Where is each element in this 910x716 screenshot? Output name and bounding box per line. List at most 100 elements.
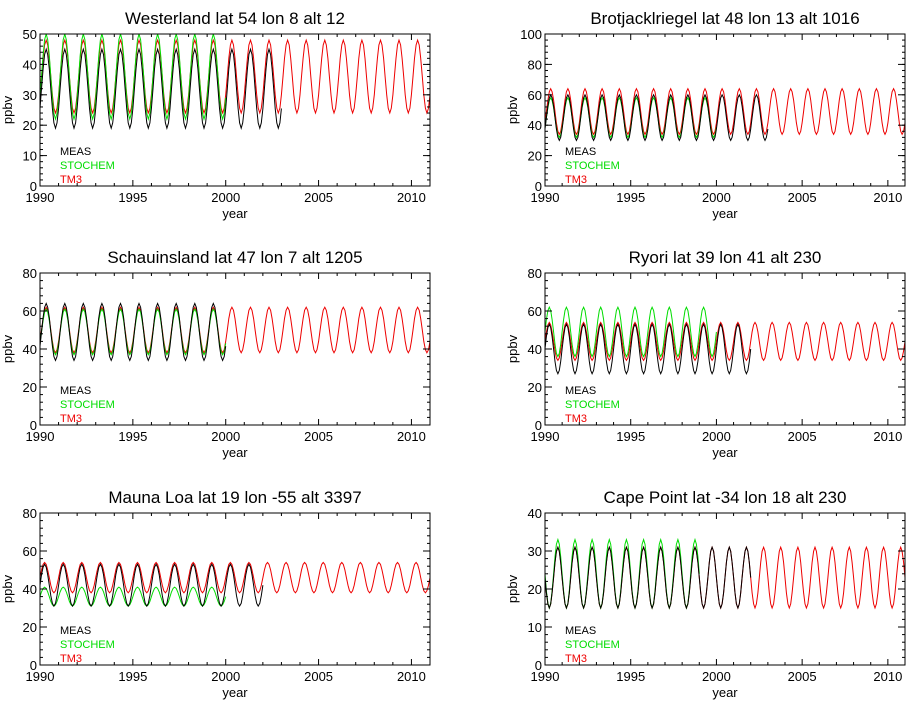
- x-axis-label: year: [222, 206, 248, 221]
- legend-label-stochem: STOCHEM: [565, 639, 620, 651]
- legend-label-stochem: STOCHEM: [565, 399, 620, 411]
- y-tick-label: 80: [528, 266, 542, 281]
- legend-label-stochem: STOCHEM: [565, 160, 620, 172]
- y-tick-label: 20: [23, 380, 37, 395]
- y-tick-label: 80: [23, 266, 37, 281]
- y-tick-label: 30: [23, 88, 37, 103]
- y-tick-label: 40: [23, 57, 37, 72]
- x-tick-label: 1990: [26, 669, 55, 684]
- series-line-stochem: [40, 586, 227, 607]
- x-tick-label: 2005: [304, 429, 333, 444]
- series-line-tm3: [40, 306, 430, 354]
- y-tick-label: 80: [23, 506, 37, 521]
- series-line-stochem: [40, 34, 227, 122]
- y-tick-label: 40: [528, 506, 542, 521]
- x-tick-label: 1990: [531, 669, 560, 684]
- y-tick-label: 0: [535, 179, 542, 194]
- chart-title: Westerland lat 54 lon 8 alt 12: [125, 9, 345, 28]
- series-line-meas: [545, 93, 769, 142]
- x-tick-label: 2005: [788, 190, 817, 205]
- x-axis-label: year: [712, 445, 738, 460]
- y-tick-label: 0: [30, 658, 37, 673]
- y-axis-label: ppbv: [505, 334, 520, 363]
- series-line-tm3: [40, 561, 430, 594]
- panel-1: Westerland lat 54 lon 8 alt 12 1990 1995 20…: [0, 9, 431, 221]
- x-tick-label: 2005: [304, 669, 333, 684]
- y-tick-label: 60: [23, 544, 37, 559]
- x-tick-label: 1990: [531, 429, 560, 444]
- series-line-meas: [545, 545, 752, 610]
- legend-label-meas: MEAS: [60, 146, 91, 158]
- series-line-stochem: [545, 305, 717, 358]
- legend-label-meas: MEAS: [60, 625, 91, 637]
- x-axis-label: year: [712, 685, 738, 700]
- x-tick-label: 2000: [702, 190, 731, 205]
- y-tick-label: 60: [528, 88, 542, 103]
- y-tick-label: 0: [535, 418, 542, 433]
- legend-label-meas: MEAS: [565, 385, 596, 397]
- legend-label-meas: MEAS: [565, 625, 596, 637]
- series-line-tm3: [545, 321, 905, 362]
- x-tick-label: 2010: [873, 190, 902, 205]
- plot-frame: [39, 33, 431, 187]
- x-tick-label: 1995: [616, 669, 645, 684]
- series-line-meas: [545, 323, 752, 375]
- legend-label-meas: MEAS: [565, 146, 596, 158]
- y-tick-label: 10: [23, 149, 37, 164]
- x-tick-label: 2010: [397, 190, 426, 205]
- y-tick-label: 0: [535, 658, 542, 673]
- chart-title: Schauinsland lat 47 lon 7 alt 1205: [107, 248, 362, 267]
- x-tick-label: 1990: [531, 190, 560, 205]
- legend-label-stochem: STOCHEM: [60, 399, 115, 411]
- panel-4: Ryori lat 39 lon 41 alt 230 1990 1995 2000 2…: [505, 248, 906, 460]
- y-tick-label: 40: [528, 118, 542, 133]
- legend-label-meas: MEAS: [60, 385, 91, 397]
- y-tick-label: 20: [23, 620, 37, 635]
- y-axis-label: ppbv: [505, 95, 520, 124]
- y-axis-label: ppbv: [505, 574, 520, 603]
- y-tick-label: 0: [30, 179, 37, 194]
- x-tick-label: 2005: [788, 429, 817, 444]
- panel-3: Schauinsland lat 47 lon 7 alt 1205 1990 19…: [0, 248, 431, 460]
- x-tick-label: 1995: [616, 429, 645, 444]
- y-tick-label: 50: [23, 27, 37, 42]
- y-tick-label: 40: [23, 342, 37, 357]
- y-tick-label: 20: [528, 582, 542, 597]
- y-tick-label: 30: [528, 544, 542, 559]
- x-tick-label: 2010: [397, 429, 426, 444]
- y-tick-label: 20: [23, 118, 37, 133]
- legend-label-tm3: TM3: [60, 653, 82, 665]
- y-tick-label: 40: [23, 582, 37, 597]
- legend-label-stochem: STOCHEM: [60, 160, 115, 172]
- x-tick-label: 2000: [211, 429, 240, 444]
- series-line-meas: [40, 563, 264, 608]
- legend-label-tm3: TM3: [565, 174, 587, 186]
- legend-label-tm3: TM3: [565, 653, 587, 665]
- y-tick-label: 80: [528, 57, 542, 72]
- plot-frame: [544, 33, 906, 187]
- legend-label-tm3: TM3: [565, 413, 587, 425]
- y-tick-label: 10: [528, 620, 542, 635]
- x-tick-label: 1990: [26, 429, 55, 444]
- x-tick-label: 2000: [211, 190, 240, 205]
- x-tick-label: 2000: [702, 669, 731, 684]
- x-axis-label: year: [222, 445, 248, 460]
- series-line-meas: [40, 47, 282, 130]
- x-tick-label: 1995: [118, 190, 147, 205]
- legend-label-stochem: STOCHEM: [60, 639, 115, 651]
- y-axis-label: ppbv: [0, 95, 15, 124]
- y-tick-label: 40: [528, 342, 542, 357]
- x-tick-label: 1990: [26, 190, 55, 205]
- chart-title: Ryori lat 39 lon 41 alt 230: [629, 248, 822, 267]
- x-tick-label: 2000: [702, 429, 731, 444]
- y-tick-label: 60: [528, 304, 542, 319]
- panel-6: Cape Point lat -34 lon 18 alt 230 1990 199…: [505, 488, 906, 700]
- x-tick-label: 1995: [616, 190, 645, 205]
- y-axis-label: ppbv: [0, 574, 15, 603]
- y-tick-label: 100: [520, 27, 542, 42]
- x-tick-label: 2010: [397, 669, 426, 684]
- x-tick-label: 2010: [873, 429, 902, 444]
- x-axis-label: year: [222, 685, 248, 700]
- series-line-meas: [40, 302, 227, 362]
